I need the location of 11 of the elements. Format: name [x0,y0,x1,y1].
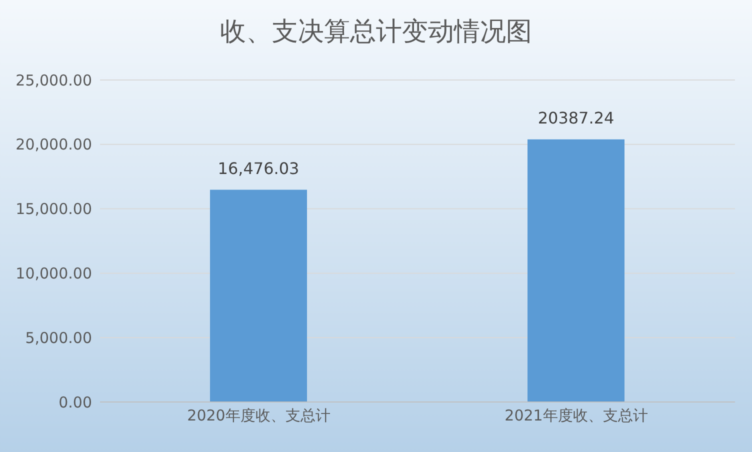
y-tick-label: 15,000.00 [16,200,92,218]
y-tick-label: 5,000.00 [25,328,92,347]
y-tick-label: 25,000.00 [16,71,92,90]
y-tick-label: 20,000.00 [16,136,92,154]
data-label: 16,476.03 [218,158,300,178]
x-tick-label: 2021年度收、支总计 [504,406,648,425]
data-label: 20387.24 [538,108,614,128]
chart-title: 收、支决算总计变动情况图 [219,16,533,49]
x-tick-label: 2020年度收、支总计 [187,406,330,425]
y-tick-label: 0.00 [58,393,92,412]
y-tick-label: 10,000.00 [16,264,92,283]
